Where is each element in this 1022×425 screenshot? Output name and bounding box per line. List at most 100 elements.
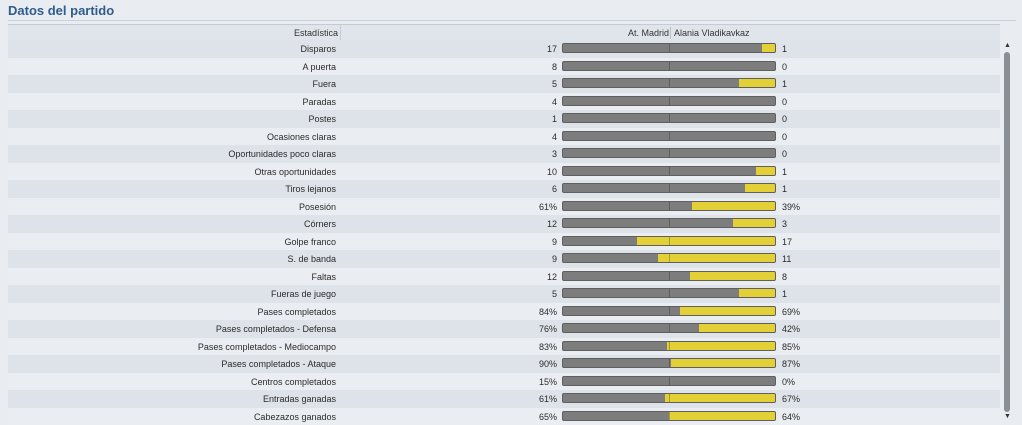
- vertical-scrollbar[interactable]: ▲ ▼: [1002, 40, 1014, 424]
- bar-midline: [669, 62, 670, 70]
- scroll-up-icon[interactable]: ▲: [1004, 42, 1011, 49]
- comparison-bar: [562, 393, 776, 403]
- away-share-fill: [665, 394, 775, 402]
- stat-label: A puerta: [8, 62, 336, 72]
- bar-midline: [669, 44, 670, 52]
- home-value: 17: [547, 44, 557, 54]
- stat-row: Disparos 17 1: [8, 40, 1000, 58]
- home-value: 84%: [539, 307, 557, 317]
- comparison-bar: [562, 113, 776, 123]
- column-divider: [340, 25, 341, 41]
- home-value: 6: [552, 184, 557, 194]
- comparison-bar: [562, 183, 776, 193]
- away-value: 39%: [782, 202, 800, 212]
- home-value: 83%: [539, 342, 557, 352]
- away-value: 69%: [782, 307, 800, 317]
- bar-midline: [669, 97, 670, 105]
- column-header-home-team[interactable]: At. Madrid: [628, 28, 669, 38]
- stat-label: Pases completados - Defensa: [8, 324, 336, 334]
- away-value: 0: [782, 114, 787, 124]
- bar-midline: [669, 167, 670, 175]
- comparison-bar: [562, 218, 776, 228]
- comparison-bar: [562, 131, 776, 141]
- away-value: 64%: [782, 412, 800, 422]
- comparison-bar: [562, 236, 776, 246]
- comparison-bar: [562, 341, 776, 351]
- stat-label: Cabezazos ganados: [8, 412, 336, 422]
- home-value: 3: [552, 149, 557, 159]
- comparison-bar: [562, 96, 776, 106]
- stat-label: Golpe franco: [8, 237, 336, 247]
- stat-row: Pases completados 84% 69%: [8, 303, 1000, 321]
- home-value: 61%: [539, 394, 557, 404]
- stat-label: S. de banda: [8, 254, 336, 264]
- comparison-bar: [562, 358, 776, 368]
- home-value: 15%: [539, 377, 557, 387]
- away-share-fill: [699, 324, 775, 332]
- stat-label: Disparos: [8, 44, 336, 54]
- away-value: 0%: [782, 377, 795, 387]
- bar-midline: [669, 132, 670, 140]
- away-share-fill: [671, 359, 775, 367]
- away-value: 17: [782, 237, 792, 247]
- away-share-fill: [667, 342, 775, 350]
- bar-midline: [669, 79, 670, 87]
- stat-label: Tiros lejanos: [8, 184, 336, 194]
- bar-midline: [669, 254, 670, 262]
- away-value: 3: [782, 219, 787, 229]
- bar-midline: [669, 202, 670, 210]
- away-value: 1: [782, 44, 787, 54]
- stat-row: Centros completados 15% 0%: [8, 373, 1000, 391]
- comparison-bar: [562, 166, 776, 176]
- scroll-down-icon[interactable]: ▼: [1004, 413, 1011, 420]
- bar-midline: [669, 149, 670, 157]
- home-value: 4: [552, 132, 557, 142]
- home-value: 8: [552, 62, 557, 72]
- away-share-fill: [745, 184, 775, 192]
- stat-label: Fuera: [8, 79, 336, 89]
- away-value: 1: [782, 184, 787, 194]
- stat-label: Córners: [8, 219, 336, 229]
- away-share-fill: [669, 412, 775, 420]
- away-value: 8: [782, 272, 787, 282]
- scrollbar-thumb[interactable]: [1004, 52, 1010, 412]
- stat-label: Pases completados: [8, 307, 336, 317]
- away-value: 42%: [782, 324, 800, 334]
- stat-label: Fueras de juego: [8, 289, 336, 299]
- column-header-stat[interactable]: Estadística: [8, 28, 338, 38]
- bar-midline: [669, 219, 670, 227]
- comparison-bar: [562, 323, 776, 333]
- bar-midline: [669, 394, 670, 402]
- bar-midline: [669, 307, 670, 315]
- column-header-away-team[interactable]: Alania Vladikavkaz: [674, 28, 750, 38]
- home-value: 4: [552, 97, 557, 107]
- bar-midline: [669, 412, 670, 420]
- stat-label: Pases completados - Ataque: [8, 359, 336, 369]
- bar-midline: [669, 342, 670, 350]
- away-value: 1: [782, 289, 787, 299]
- away-value: 0: [782, 132, 787, 142]
- bar-midline: [669, 114, 670, 122]
- comparison-bar: [562, 43, 776, 53]
- away-share-fill: [690, 272, 775, 280]
- bar-midline: [669, 184, 670, 192]
- away-value: 0: [782, 149, 787, 159]
- stat-label: Centros completados: [8, 377, 336, 387]
- comparison-bar: [562, 271, 776, 281]
- away-share-fill: [692, 202, 775, 210]
- comparison-bar: [562, 253, 776, 263]
- home-value: 10: [547, 167, 557, 177]
- away-value: 11: [782, 254, 791, 264]
- away-value: 87%: [782, 359, 800, 369]
- stat-label: Postes: [8, 114, 336, 124]
